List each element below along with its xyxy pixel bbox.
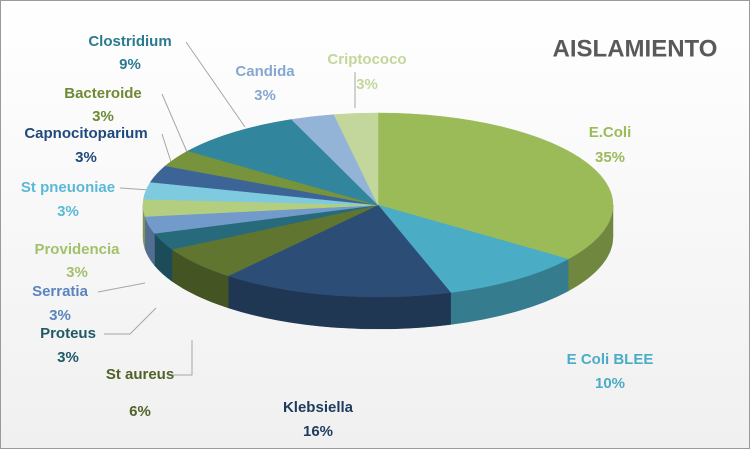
slice-label: E.Coli [589, 124, 632, 141]
value-label: 3% [254, 87, 276, 104]
leader-line [104, 307, 157, 335]
slice [377, 204, 569, 293]
chart-title: AISLAMIENTO [553, 35, 718, 62]
slice-label: E Coli BLEE [567, 351, 654, 368]
value-label: 3% [57, 203, 79, 220]
leader-lines [97, 41, 356, 376]
slice-label: Proteus [40, 325, 96, 342]
slice-label: Bacteroide [64, 85, 142, 102]
slice [227, 204, 452, 298]
leader-line [172, 340, 193, 376]
slice-label: Serratia [32, 283, 89, 300]
leader-line [161, 133, 173, 166]
slice-label: Criptococo [327, 51, 406, 68]
leader-line [97, 282, 146, 293]
slice [333, 112, 379, 206]
leader-line [119, 187, 151, 191]
value-label: 35% [595, 149, 625, 166]
value-label: 10% [595, 375, 625, 392]
value-label: 3% [92, 108, 114, 125]
value-label: 9% [119, 56, 141, 73]
value-label: 3% [75, 149, 97, 166]
slice-label: St pneuoniae [21, 179, 115, 196]
slice-label: St aureus [106, 366, 174, 383]
slice-label: Providencia [34, 241, 120, 258]
leader-line [161, 93, 188, 153]
slice-label: Clostridium [88, 33, 171, 50]
value-label: 3% [356, 76, 378, 93]
leader-line [185, 41, 246, 128]
slice-label: Capnocitoparium [24, 125, 147, 142]
value-label: 16% [303, 423, 333, 440]
slice [377, 112, 614, 260]
value-label: 3% [57, 349, 79, 366]
value-label: 3% [49, 307, 71, 324]
value-label: 6% [129, 403, 151, 420]
slice [187, 119, 379, 206]
slice-label: Candida [235, 63, 295, 80]
slice-label: Klebsiella [283, 399, 354, 416]
value-label: 3% [66, 264, 88, 281]
